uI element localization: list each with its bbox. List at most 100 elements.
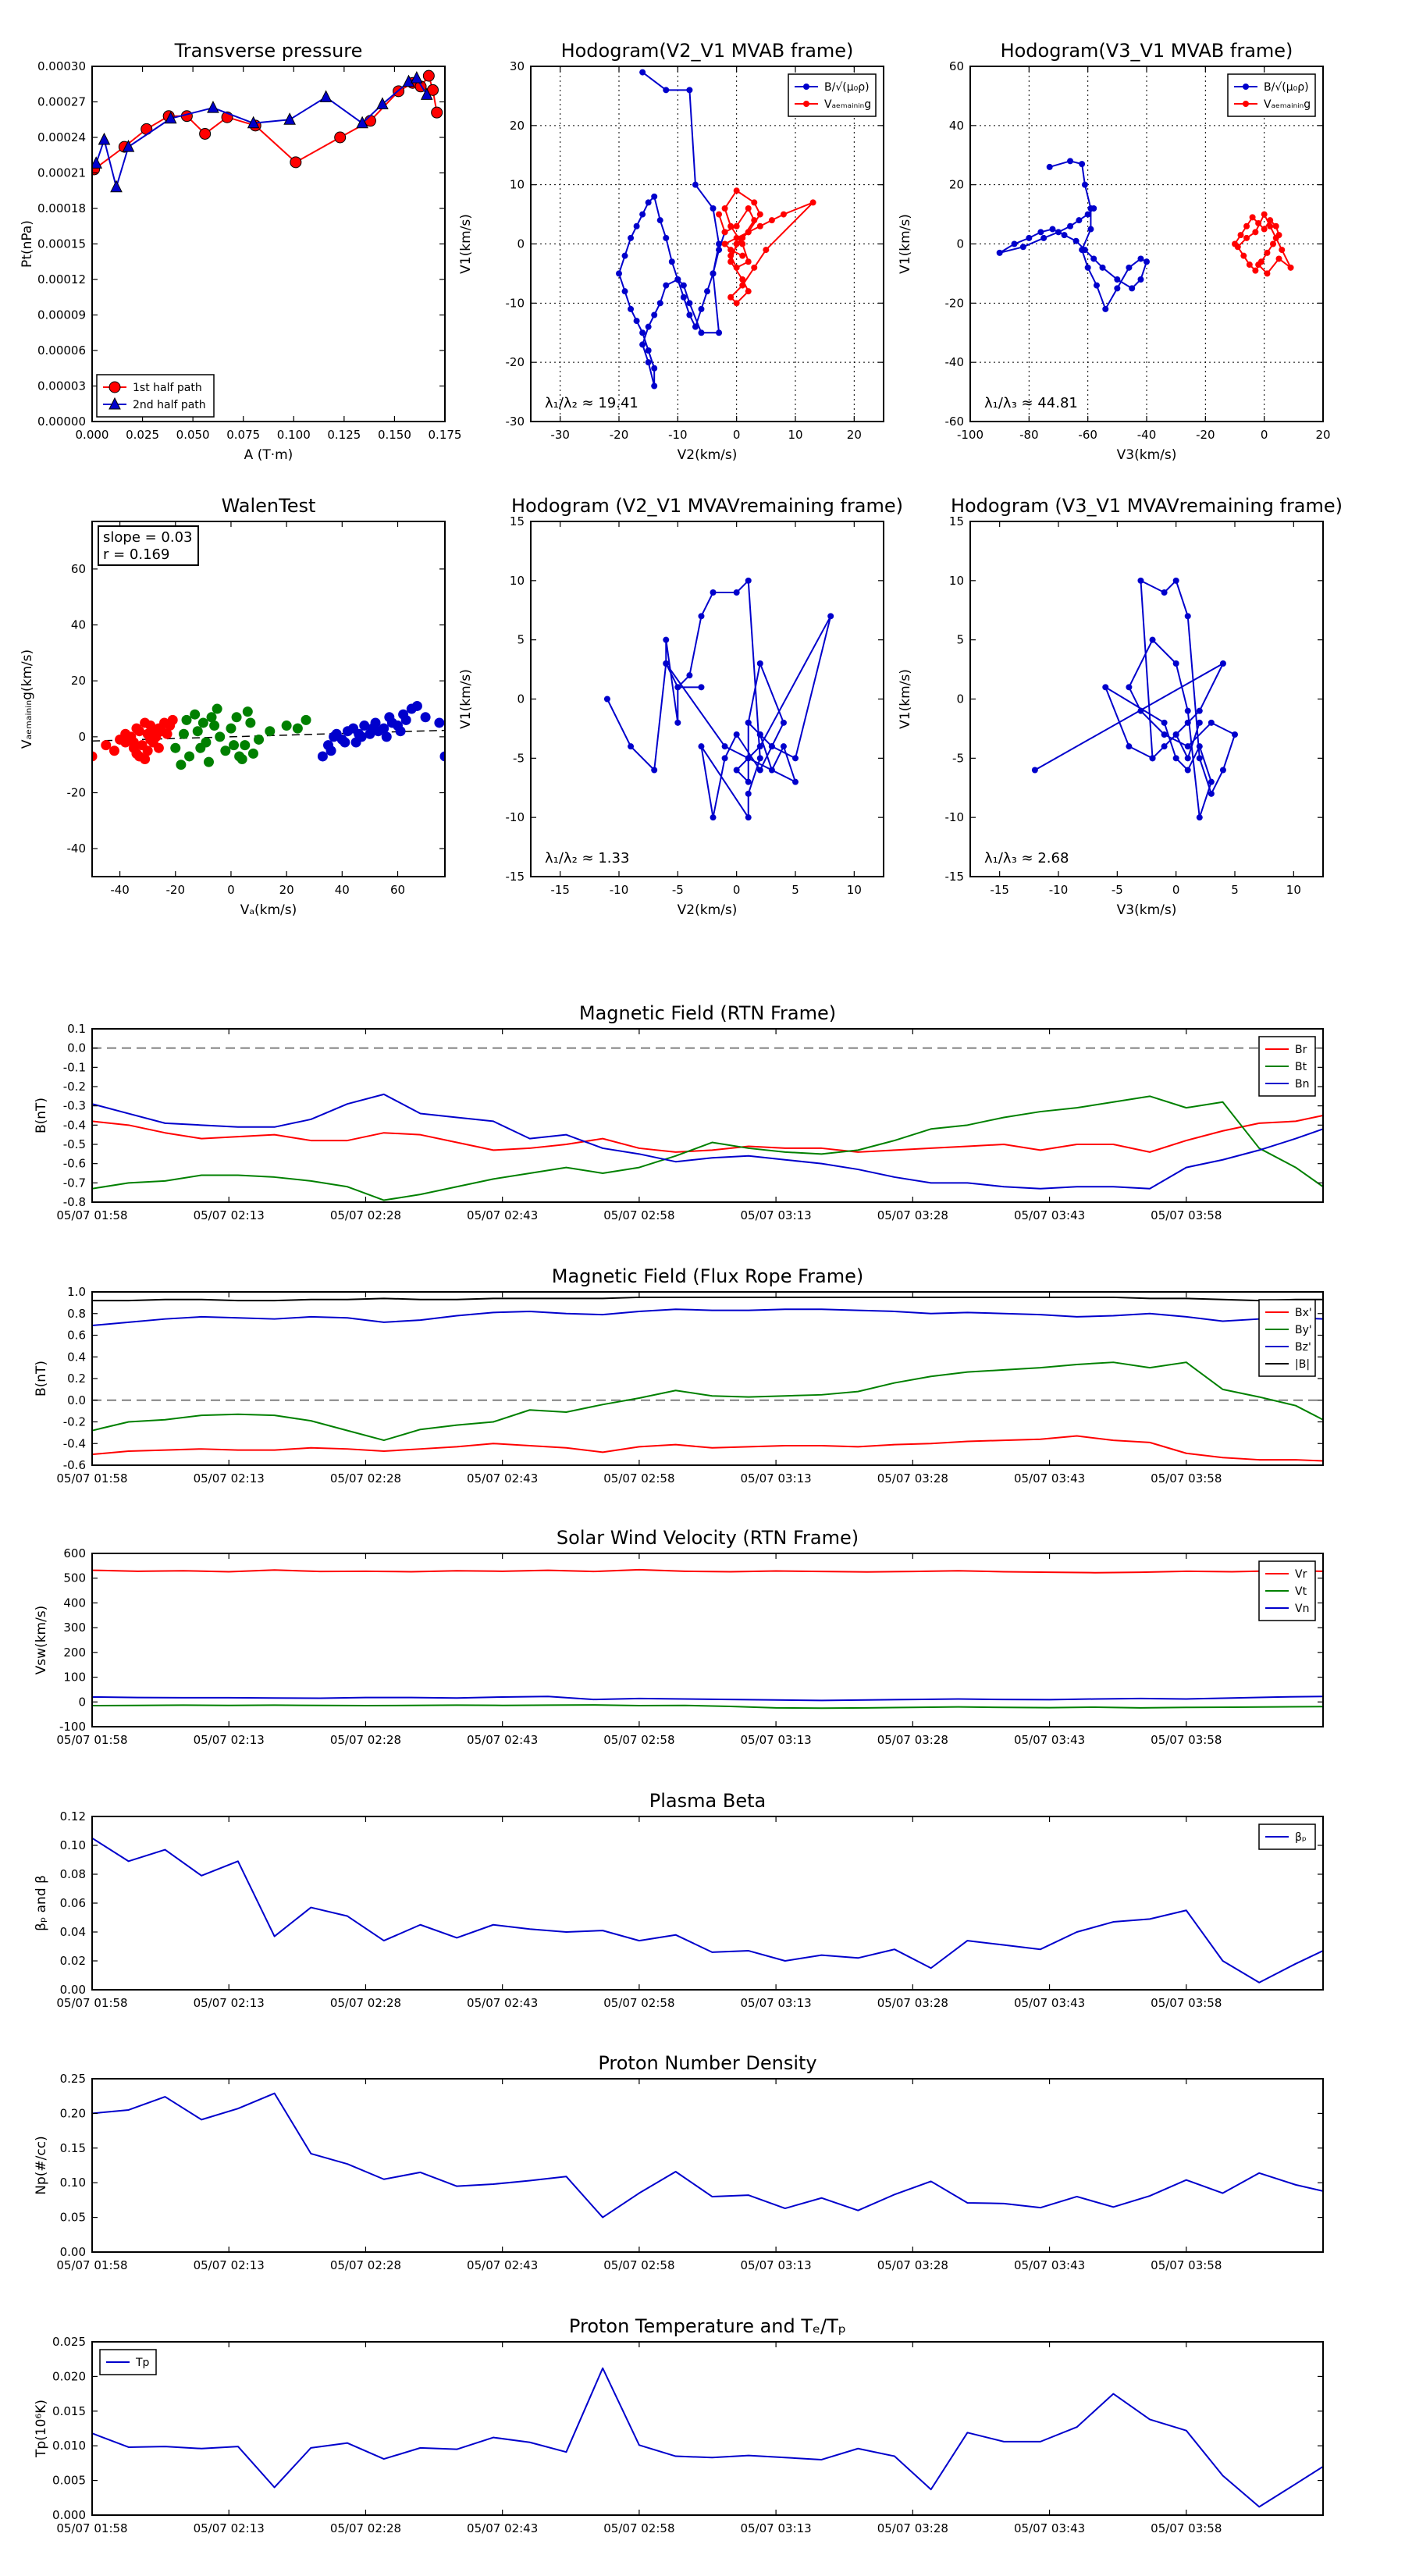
data-point (1102, 305, 1109, 312)
x-tick-label: 05/07 01:58 (56, 1208, 127, 1222)
data-point (1261, 211, 1268, 218)
x-tick-label: 5 (791, 883, 799, 897)
data-point (1031, 767, 1038, 774)
y-tick-label: 0.4 (67, 1350, 86, 1364)
data-point (1067, 158, 1074, 165)
x-tick-label: 05/07 02:43 (467, 1471, 538, 1485)
data-point (1126, 264, 1133, 271)
data-point (301, 714, 311, 725)
data-point (1046, 163, 1053, 170)
y-tick-label: 60 (71, 562, 86, 576)
data-point (207, 100, 219, 113)
data-point (663, 282, 670, 289)
data-point (628, 743, 635, 750)
data-point (1208, 719, 1215, 726)
x-tick-label: -20 (166, 883, 186, 897)
x-tick-label: 0 (227, 883, 235, 897)
x-tick-label: 05/07 02:58 (603, 1471, 674, 1485)
data-point (1161, 719, 1168, 726)
data-point (756, 660, 763, 667)
legend-label: Bx' (1295, 1307, 1312, 1319)
data-point (240, 740, 251, 751)
data-point (1090, 255, 1097, 262)
data-point (181, 714, 192, 725)
series-line-- (92, 1837, 1323, 1984)
y-tick-label: 600 (63, 1546, 86, 1560)
series-line-b- (618, 71, 726, 387)
y-tick-label: -0.7 (63, 1176, 86, 1190)
data-point (996, 249, 1003, 256)
x-tick-label: -100 (957, 428, 984, 442)
legend-box (1227, 73, 1316, 117)
data-point (128, 737, 139, 748)
axes-frame (91, 2078, 1324, 2253)
data-point (756, 222, 763, 229)
data-point (1081, 247, 1088, 254)
data-point (651, 311, 658, 318)
x-tick-label: 05/07 03:43 (1014, 1996, 1085, 2010)
data-point (721, 229, 728, 236)
data-point (1264, 270, 1271, 277)
y-axis-label: B(nT) (34, 1361, 49, 1397)
data-point (1087, 226, 1094, 233)
legend-marker (803, 84, 809, 90)
data-point (686, 311, 693, 318)
x-tick-label: 05/07 01:58 (56, 2258, 127, 2272)
y-axis-label: V1(km/s) (898, 669, 913, 729)
data-point (751, 264, 758, 271)
data-point (768, 743, 775, 750)
y-tick-label: 0.00027 (37, 95, 86, 109)
data-point (170, 742, 181, 753)
data-point (1237, 232, 1244, 239)
data-point (1261, 226, 1268, 233)
legend-label: Bn (1295, 1078, 1309, 1091)
data-point (1208, 778, 1215, 785)
axes-frame (91, 1291, 1324, 1466)
x-tick-label: 05/07 03:43 (1014, 1208, 1085, 1222)
axes-frame (969, 521, 1324, 877)
data-point (292, 723, 303, 734)
chart-panel-1: 0.000 0.025 0.050 0.075 0.100 0.125 0.150 0.175… (20, 40, 461, 463)
x-tick-label: -40 (110, 883, 130, 897)
y-tick-label: 0.04 (60, 1925, 86, 1939)
legend-label: βₚ (1295, 1831, 1307, 1844)
y-tick-label: 0.8 (67, 1307, 86, 1321)
x-axis-label: V2(km/s) (678, 902, 738, 918)
legend-marker (803, 101, 809, 107)
data-point (281, 720, 292, 731)
data-point (434, 717, 445, 728)
data-point (1149, 755, 1156, 762)
x-tick-label: 05/07 02:13 (194, 1733, 265, 1747)
data-point (1084, 211, 1091, 218)
data-point (792, 778, 799, 785)
data-point (242, 706, 253, 717)
data-point (1040, 234, 1048, 241)
y-tick-label: 0.10 (60, 1838, 86, 1852)
chart-title: Hodogram (V2_V1 MVAVremaining frame) (511, 495, 903, 517)
x-tick-label: 20 (1315, 428, 1330, 442)
data-point (745, 288, 752, 295)
y-tick-label: 0.00012 (37, 272, 86, 286)
y-tick-label: 0.12 (60, 1809, 86, 1823)
y-tick-label: 0.00009 (37, 308, 86, 322)
x-tick-label: 0 (1172, 883, 1180, 897)
y-tick-label: 0.00021 (37, 166, 86, 180)
data-point (763, 247, 770, 254)
data-point (745, 814, 752, 821)
y-tick-label: 0.00030 (37, 59, 86, 73)
data-point (209, 720, 220, 731)
eigenvalue-ratio-label: λ₁/λ₃ ≈ 44.81 (984, 395, 1078, 411)
data-point (674, 684, 681, 691)
x-tick-label: -10 (668, 428, 688, 442)
legend-label: Bz' (1295, 1341, 1311, 1354)
x-tick-label: 05/07 02:58 (603, 2258, 674, 2272)
data-point (184, 751, 195, 762)
y-tick-label: 0.00003 (37, 379, 86, 393)
data-point (645, 359, 652, 366)
data-point (768, 217, 775, 224)
data-point (356, 116, 368, 129)
y-tick-label: -0.6 (63, 1157, 86, 1171)
y-tick-label: -15 (506, 870, 525, 884)
data-point (745, 258, 752, 265)
y-tick-label: 0.05 (60, 2211, 86, 2225)
